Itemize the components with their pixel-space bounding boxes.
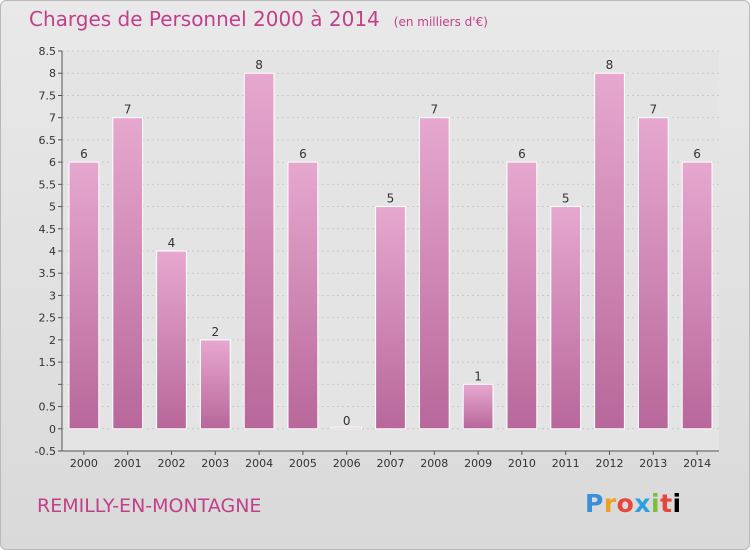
x-tick-label: 2012 xyxy=(596,457,624,470)
y-tick-label: 2.5 xyxy=(39,312,57,325)
x-tick-label: 2014 xyxy=(683,457,711,470)
x-tick-label: 2008 xyxy=(420,457,448,470)
logo-letter: x xyxy=(634,489,651,518)
bar-value-label: 6 xyxy=(518,147,526,161)
x-tick-label: 2002 xyxy=(158,457,186,470)
y-tick-label: 4 xyxy=(49,245,56,258)
bar-value-label: 2 xyxy=(211,325,219,339)
chart-title: Charges de Personnel 2000 à 2014 (en mill… xyxy=(29,7,488,31)
x-tick-label: 2006 xyxy=(333,457,361,470)
y-tick-label: 6 xyxy=(49,156,56,169)
bar xyxy=(418,117,450,430)
bar-value-label: 7 xyxy=(649,103,657,117)
logo-letter: P xyxy=(585,489,604,518)
x-tick-label: 2011 xyxy=(552,457,580,470)
logo-letter: o xyxy=(616,489,635,518)
y-tick-label: 5 xyxy=(49,201,56,214)
bar-value-label: 6 xyxy=(693,147,701,161)
y-tick-label: 3.5 xyxy=(39,267,57,280)
bar-value-label: 4 xyxy=(168,236,176,250)
bar-value-label: 6 xyxy=(80,147,88,161)
x-tick-label: 2010 xyxy=(508,457,536,470)
x-tick-label: 2007 xyxy=(377,457,405,470)
y-tick-label: 0.5 xyxy=(39,401,57,414)
bar-value-label: 8 xyxy=(606,58,614,72)
x-tick-label: 2001 xyxy=(114,457,142,470)
bar-value-label: 5 xyxy=(387,192,395,206)
logo-letter: r xyxy=(603,489,617,518)
y-tick-label: 5.5 xyxy=(39,178,57,191)
bar xyxy=(375,206,406,430)
y-tick-label: 7.5 xyxy=(39,89,57,102)
axis-layer: -0.5 0 0.5 1.5 2 2.5 3 3.5 4 4.5 5 5.5 6 6.5 7 7.5 8 8.5 2… xyxy=(35,45,719,470)
y-tick-label: -0.5 xyxy=(35,445,56,458)
x-tick-label: 2013 xyxy=(639,457,667,470)
label-layer: 6 7 4 2 8 6 0 5 7 1 6 5 8 7 6 xyxy=(80,58,701,428)
y-tick-label: 7 xyxy=(49,112,56,125)
bar xyxy=(112,117,144,430)
x-tick-label: 2003 xyxy=(201,457,229,470)
y-tick-label: 1.5 xyxy=(39,356,57,369)
y-tick-label: 8 xyxy=(49,67,56,80)
bar-value-label: 0 xyxy=(343,414,351,428)
bar xyxy=(550,206,582,430)
bar-value-label: 5 xyxy=(562,192,570,206)
bar xyxy=(199,339,231,430)
y-tick-label: 3 xyxy=(49,289,56,302)
bar xyxy=(462,383,494,430)
x-tick-label: 2005 xyxy=(289,457,317,470)
commune-name: REMILLY-EN-MONTAGNE xyxy=(37,495,262,517)
bar xyxy=(243,72,275,430)
bar-layer xyxy=(68,72,713,430)
bar-value-label: 8 xyxy=(255,58,263,72)
bar xyxy=(68,161,100,430)
y-tick-label: 2 xyxy=(49,334,56,347)
bar-value-label: 6 xyxy=(299,147,307,161)
bar xyxy=(506,161,538,430)
bar xyxy=(156,250,187,430)
bar-value-label: 1 xyxy=(474,369,482,383)
bar xyxy=(681,161,713,430)
bar-value-label: 7 xyxy=(124,103,132,117)
proxiti-logo[interactable]: Proxiti xyxy=(585,489,682,518)
bar xyxy=(331,426,363,430)
logo-letter: t xyxy=(660,489,673,518)
x-tick-label: 2004 xyxy=(245,457,273,470)
title-unit: (en milliers d'€) xyxy=(393,15,488,29)
x-tick-label: 2009 xyxy=(464,457,492,470)
bar-value-label: 7 xyxy=(430,103,438,117)
logo-letter: i xyxy=(672,489,682,518)
y-tick-label: 0 xyxy=(49,423,56,436)
y-tick-label: 6.5 xyxy=(39,134,57,147)
bar xyxy=(287,161,319,430)
title-main: Charges de Personnel 2000 à 2014 xyxy=(29,7,380,31)
y-tick-label: 8.5 xyxy=(39,45,57,58)
y-tick-label: 4.5 xyxy=(39,223,57,236)
bar xyxy=(594,72,625,430)
x-tick-label: 2000 xyxy=(70,457,98,470)
logo-letter: i xyxy=(651,489,661,518)
bar xyxy=(637,117,669,430)
